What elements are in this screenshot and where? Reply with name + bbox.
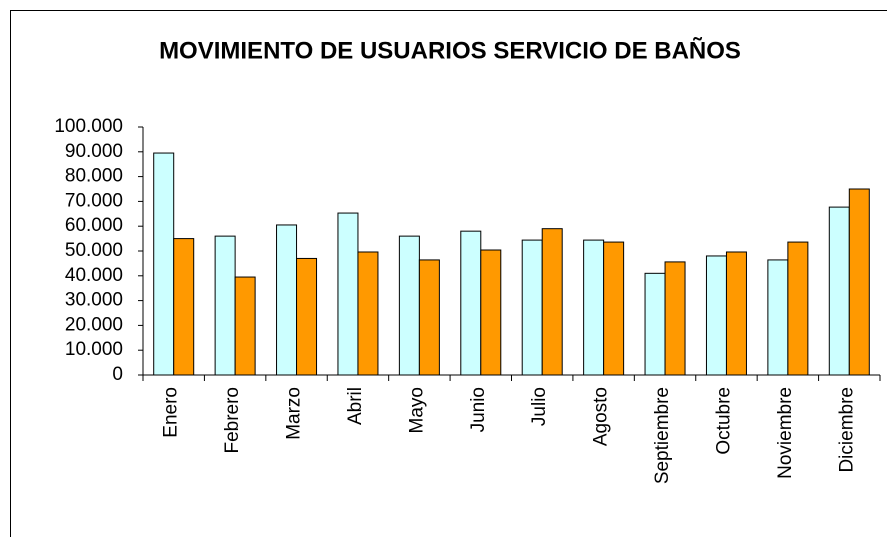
y-tick-label: 80.000 [65,166,123,187]
y-tick-label: 30.000 [65,290,123,311]
chart-border [10,10,887,537]
x-tick-label: Enero [161,387,182,438]
chart-title: MOVIMIENTO DE USUARIOS SERVICIO DE BAÑOS [159,36,741,64]
bar [234,276,256,376]
bar [603,241,625,376]
y-tick-label: 10.000 [65,339,123,360]
bar [460,230,482,376]
bar [828,206,850,376]
bar [214,235,236,376]
x-tick-label: Febrero [222,387,243,454]
bar [296,257,318,376]
bar [357,251,379,376]
bar [787,241,809,376]
bar [173,238,195,376]
x-tick-label: Noviembre [775,387,796,479]
x-tick-label: Agosto [591,387,612,446]
bar [276,224,298,376]
y-tick-label: 60.000 [65,215,123,236]
y-tick-label: 50.000 [65,240,123,261]
y-tick-label: 90.000 [65,141,123,162]
bar [480,249,502,376]
bar [848,188,870,376]
x-tick-label: Septiembre [652,387,673,484]
bar [337,212,359,376]
x-tick-label: Octubre [713,387,734,455]
bar [398,235,420,376]
bar [705,255,727,376]
x-tick-label: Marzo [284,387,305,440]
y-tick-label: 100.000 [54,116,123,137]
bar [644,272,666,376]
bar [418,259,440,376]
bar [725,251,747,376]
bar [153,152,175,376]
y-tick-label: 20.000 [65,314,123,335]
x-tick-label: Julio [529,387,550,426]
x-tick-label: Abril [345,387,366,425]
bar [521,239,543,376]
x-tick-label: Junio [468,387,489,432]
y-tick-label: 0 [112,364,123,385]
bar [541,228,563,376]
x-tick-label: Diciembre [836,387,857,473]
bar [767,259,789,376]
y-tick-label: 70.000 [65,190,123,211]
x-tick-label: Mayo [406,387,427,433]
y-tick-label: 40.000 [65,265,123,286]
bar [664,261,686,376]
bar [583,239,605,376]
